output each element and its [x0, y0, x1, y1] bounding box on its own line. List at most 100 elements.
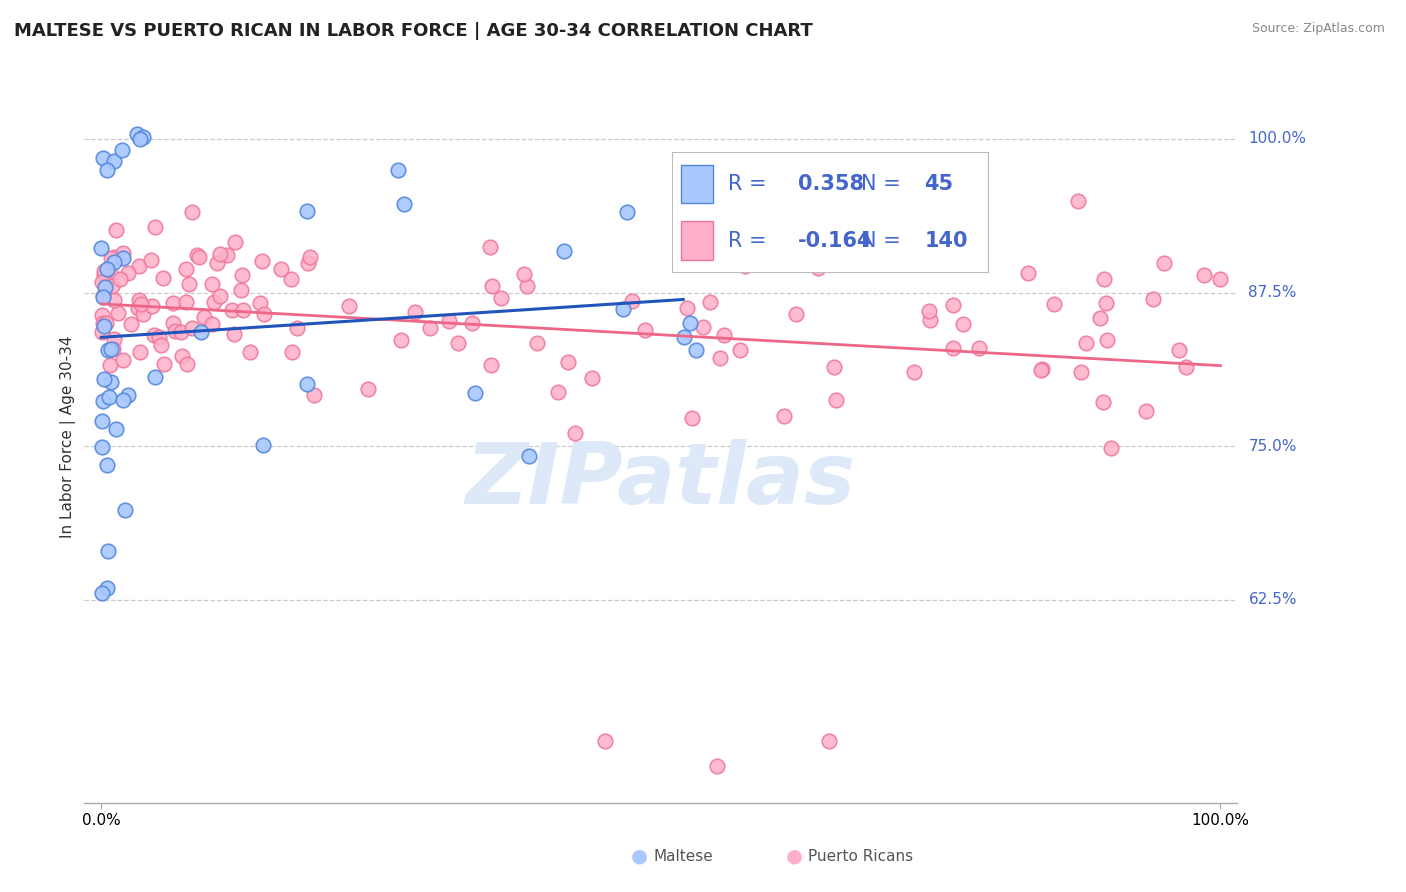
Point	[612, 301, 634, 316]
Point	[823, 359, 845, 374]
Point	[447, 336, 470, 351]
Point	[1095, 333, 1118, 347]
Point	[222, 327, 245, 342]
Point	[903, 365, 925, 379]
Point	[392, 197, 415, 211]
Point	[252, 308, 274, 322]
Point	[93, 264, 115, 278]
Point	[112, 245, 135, 260]
Point	[139, 253, 162, 268]
Text: ZIPatlas: ZIPatlas	[465, 440, 856, 523]
Point	[96, 581, 118, 595]
Point	[785, 307, 807, 321]
Point	[252, 438, 274, 452]
Point	[90, 440, 112, 454]
Point	[1067, 194, 1090, 208]
Point	[221, 302, 243, 317]
Point	[918, 304, 941, 318]
Point	[111, 353, 134, 368]
Point	[93, 316, 115, 330]
Point	[295, 377, 318, 392]
Point	[728, 343, 751, 357]
Point	[681, 411, 703, 425]
Point	[90, 325, 112, 339]
Point	[94, 279, 117, 293]
Point	[162, 316, 184, 330]
Point	[97, 343, 120, 357]
Point	[526, 335, 548, 350]
Point	[90, 309, 112, 323]
Point	[825, 392, 848, 407]
Point	[419, 321, 441, 335]
Point	[1091, 394, 1114, 409]
Point	[148, 330, 170, 344]
Y-axis label: In Labor Force | Age 30-34: In Labor Force | Age 30-34	[60, 335, 76, 539]
Point	[128, 293, 150, 307]
Point	[111, 144, 134, 158]
Point	[1092, 272, 1115, 286]
Point	[464, 386, 486, 401]
Point	[675, 301, 697, 316]
Point	[1017, 266, 1039, 280]
Point	[93, 268, 115, 283]
Point	[1194, 268, 1216, 283]
Point	[103, 153, 125, 168]
Point	[94, 278, 117, 293]
Point	[201, 318, 224, 332]
Point	[90, 275, 112, 289]
Text: ●: ●	[631, 847, 648, 866]
Point	[1135, 403, 1157, 417]
Point	[489, 291, 512, 305]
Point	[942, 341, 965, 355]
Point	[176, 357, 198, 371]
Point	[100, 342, 122, 356]
Point	[129, 132, 152, 146]
Point	[942, 298, 965, 312]
Point	[806, 260, 828, 275]
Point	[201, 277, 224, 291]
Point	[297, 256, 319, 270]
Text: 0.358: 0.358	[799, 174, 863, 194]
Point	[773, 409, 796, 423]
Point	[132, 307, 155, 321]
Point	[337, 299, 360, 313]
Text: 140: 140	[924, 231, 967, 251]
Point	[593, 734, 616, 748]
Point	[163, 324, 186, 338]
Point	[93, 319, 115, 334]
Point	[357, 382, 380, 396]
Point	[90, 241, 112, 255]
Point	[104, 223, 127, 237]
Point	[94, 316, 117, 330]
Text: 87.5%: 87.5%	[1249, 285, 1296, 300]
Point	[620, 293, 643, 308]
Point	[103, 255, 125, 269]
Point	[231, 268, 253, 282]
Point	[1153, 256, 1175, 270]
Point	[188, 250, 211, 264]
Point	[96, 163, 118, 178]
Point	[564, 425, 586, 440]
Point	[713, 328, 735, 343]
Point	[252, 254, 274, 268]
Point	[107, 306, 129, 320]
Text: MALTESE VS PUERTO RICAN IN LABOR FORCE | AGE 30-34 CORRELATION CHART: MALTESE VS PUERTO RICAN IN LABOR FORCE |…	[14, 22, 813, 40]
Point	[96, 458, 118, 472]
Point	[177, 277, 200, 291]
Point	[699, 295, 721, 310]
Point	[128, 259, 150, 273]
Point	[97, 543, 120, 558]
Point	[150, 338, 173, 352]
Point	[181, 205, 204, 219]
Point	[437, 313, 460, 327]
Text: Source: ZipAtlas.com: Source: ZipAtlas.com	[1251, 22, 1385, 36]
Point	[1088, 311, 1111, 326]
Point	[117, 267, 139, 281]
Point	[685, 343, 707, 357]
Point	[229, 283, 252, 297]
Point	[103, 332, 125, 346]
Point	[101, 279, 124, 293]
Point	[129, 297, 152, 311]
Point	[143, 369, 166, 384]
Point	[93, 372, 115, 386]
